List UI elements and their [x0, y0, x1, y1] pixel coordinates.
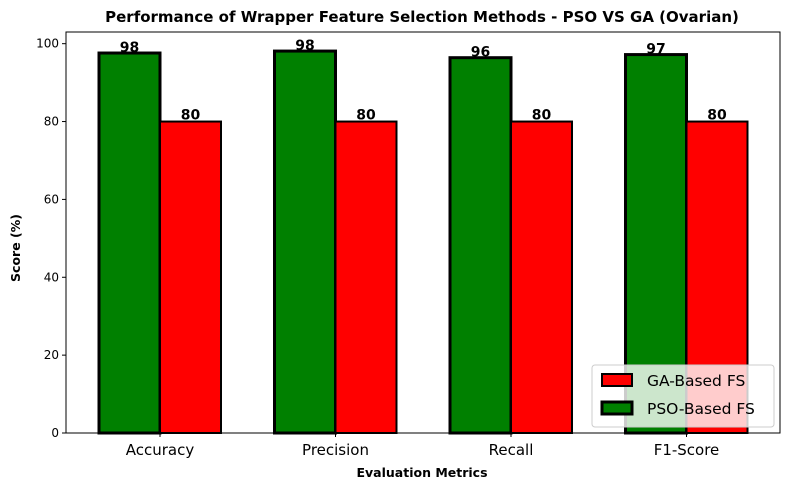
x-tick-label: Recall [489, 441, 534, 459]
y-tick-label: 20 [44, 348, 59, 362]
legend-swatch [600, 400, 634, 416]
bar-label-pso: 98 [295, 38, 314, 54]
bar-label-pso: 98 [120, 40, 139, 56]
y-tick-label: 0 [51, 426, 59, 440]
y-tick-label: 60 [44, 192, 59, 206]
y-tick-label: 100 [36, 37, 59, 51]
bar-label-ga: 80 [181, 108, 201, 124]
bar-pso-precision [273, 49, 337, 435]
plot-frame [65, 31, 781, 434]
bar-label-ga: 80 [707, 108, 727, 124]
legend: GA-Based FS PSO-Based FS [591, 364, 775, 428]
bar-ga-precision [334, 120, 398, 434]
y-axis-label: Score (%) [8, 214, 23, 282]
chart-title: Performance of Wrapper Feature Selection… [105, 8, 739, 26]
y-tick-label: 80 [44, 115, 59, 129]
x-axis-label: Evaluation Metrics [356, 465, 487, 480]
legend-entry: PSO-Based FS [647, 400, 755, 418]
y-tick-label: 40 [44, 270, 59, 284]
x-tick-label: Accuracy [126, 441, 195, 459]
bar-pso-accuracy [97, 51, 162, 435]
x-tick-label: F1-Score [654, 441, 720, 459]
bar-label-pso: 96 [471, 45, 490, 61]
bar-label-ga: 80 [532, 108, 552, 124]
x-tick-label: Precision [302, 441, 369, 459]
bar-label-ga: 80 [356, 108, 376, 124]
bar-ga-recall [510, 120, 573, 434]
legend-box [591, 364, 775, 428]
bar-label-pso: 97 [646, 42, 665, 58]
bar-pso-recall [448, 56, 513, 435]
bar-ga-accuracy [159, 120, 222, 434]
legend-swatch [601, 373, 633, 387]
plot-area: 0 20 40 60 80 100 98 80 Accuracy 98 80 Precision 96 8… [36, 31, 781, 459]
legend-entry: GA-Based FS [647, 372, 745, 390]
